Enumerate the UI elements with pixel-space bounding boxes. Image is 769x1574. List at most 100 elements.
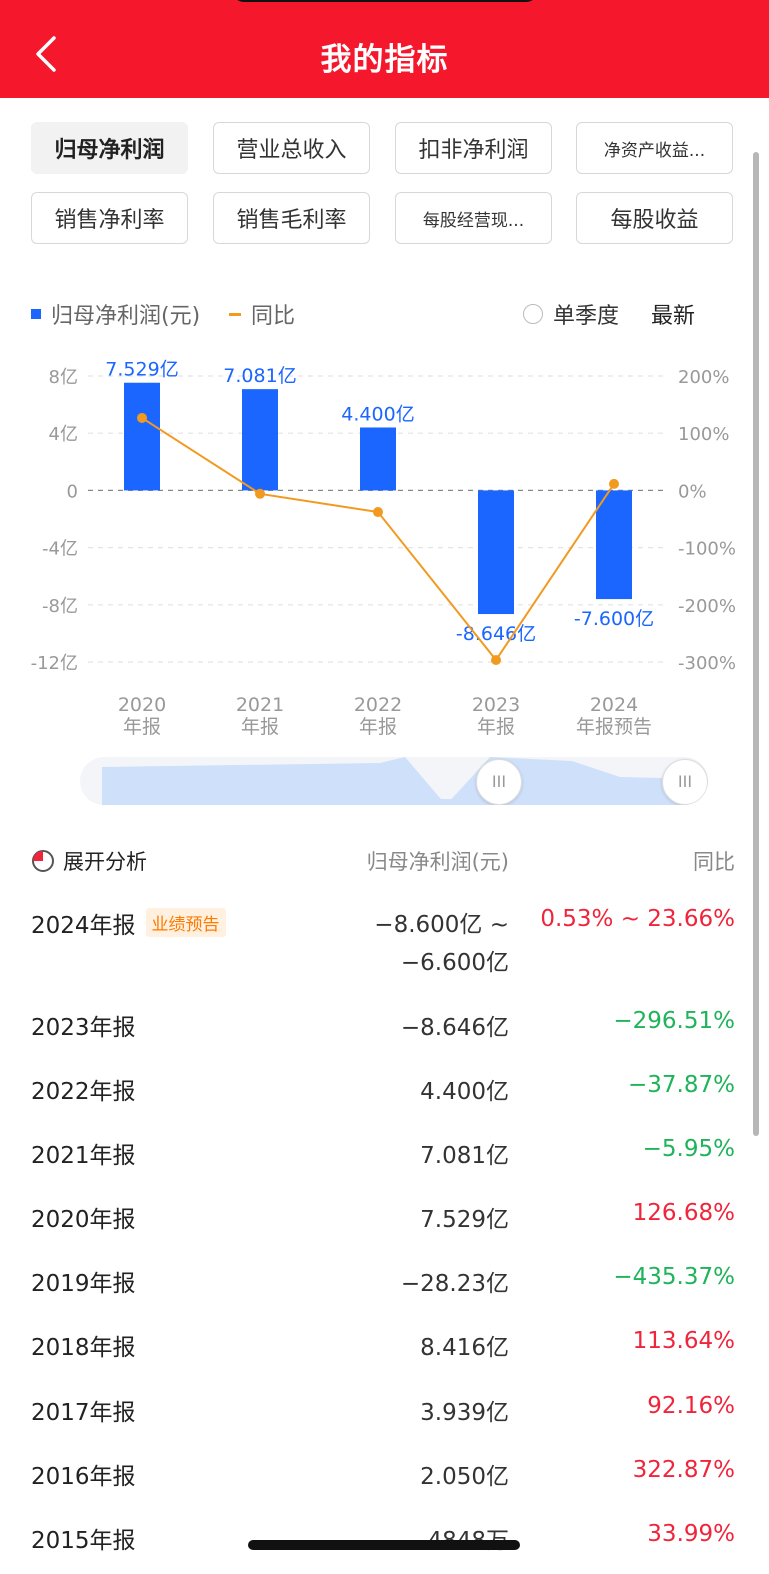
row-year: 2017年报 (31, 1400, 136, 1426)
x-tick-label: 年报 (359, 716, 397, 738)
bar-data-label: 7.081亿 (223, 365, 296, 387)
bar (360, 427, 396, 491)
y-left-tick-label: -12亿 (31, 653, 78, 674)
x-tick-label: 年报 (241, 716, 279, 738)
y-left-tick-label: -4亿 (42, 539, 78, 560)
bar (478, 490, 514, 615)
legend-bar-label: 归母净利润(元) (51, 304, 201, 329)
row-year: 2019年报 (31, 1271, 136, 1297)
range-slider[interactable]: III III (80, 757, 708, 805)
tab-roe[interactable]: 净资产收益... (576, 122, 733, 174)
home-indicator[interactable] (248, 1540, 520, 1550)
yoy-point (137, 412, 147, 423)
radio-icon[interactable] (523, 304, 543, 324)
bar-data-label: -7.600亿 (574, 608, 654, 630)
bar (124, 382, 160, 491)
bar-data-label: 4.400亿 (341, 403, 414, 425)
yoy-point (255, 488, 265, 499)
y-right-tick-label: -100% (678, 539, 736, 560)
legend-line-swatch (229, 312, 241, 316)
legend-bar: 归母净利润(元) (31, 298, 200, 330)
row-value: 4.400亿 (420, 1079, 509, 1105)
yoy-point (373, 507, 383, 518)
row-value: 8.416亿 (420, 1335, 509, 1361)
y-left-tick-label: 8亿 (49, 367, 78, 388)
quarter-toggle[interactable]: 单季度 (523, 298, 619, 330)
x-tick-label: 2024 (590, 694, 638, 716)
row-yoy: 322.87% (632, 1457, 735, 1483)
row-year: 2022年报 (31, 1079, 136, 1105)
table-header: 展开分析 归母净利润(元) 同比 (31, 842, 735, 878)
expand-analysis-button[interactable]: 展开分析 (31, 846, 147, 876)
table-row: 2018年报 8.416亿 113.64% (31, 1328, 735, 1368)
table-row: 2017年报 3.939亿 92.16% (31, 1393, 735, 1433)
row-yoy: −296.51% (613, 1008, 735, 1034)
indicator-tabs: 归母净利润 营业总收入 扣非净利润 净资产收益... 销售净利率 销售毛利率 每… (31, 122, 735, 248)
y-left-tick-label: 4亿 (49, 424, 78, 445)
column-header-yoy: 同比 (693, 850, 735, 874)
range-slider-track (102, 757, 708, 805)
x-tick-label: 2022 (354, 694, 402, 716)
row-year: 2023年报 (31, 1015, 136, 1041)
row-value: −8.646亿 (400, 1015, 509, 1041)
tab-total-revenue[interactable]: 营业总收入 (213, 122, 370, 174)
row-value: 7.081亿 (420, 1143, 509, 1169)
row-yoy: −435.37% (613, 1264, 735, 1290)
quarter-toggle-label: 单季度 (553, 304, 620, 329)
row-year: 2024年报 业绩预告 (31, 906, 226, 940)
device-notch (232, 0, 538, 2)
y-right-tick-label: -200% (678, 596, 736, 617)
expand-analysis-label: 展开分析 (63, 850, 147, 874)
y-left-tick-label: 0 (67, 481, 78, 502)
row-year: 2018年报 (31, 1335, 136, 1361)
y-left-tick-label: -8亿 (42, 596, 78, 617)
tab-net-profit[interactable]: 归母净利润 (31, 122, 188, 174)
latest-button[interactable]: 最新 (651, 304, 696, 329)
x-tick-label: 年报预告 (576, 716, 652, 738)
row-year: 2016年报 (31, 1464, 136, 1490)
x-tick-label: 年报 (477, 716, 515, 738)
row-year: 2021年报 (31, 1143, 136, 1169)
row-value: −8.600亿 ~ −6.600亿 (374, 912, 509, 976)
yoy-point (609, 478, 619, 489)
pie-chart-icon (32, 850, 54, 872)
row-value: 7.529亿 (420, 1207, 509, 1233)
page-title: 我的指标 (320, 42, 449, 78)
table-row: 2021年报 7.081亿 −5.95% (31, 1136, 735, 1176)
row-year: 2015年报 (31, 1528, 136, 1554)
tab-operating-cashflow-per-share[interactable]: 每股经营现... (395, 192, 552, 244)
row-yoy: −37.87% (628, 1072, 735, 1098)
bar (242, 389, 278, 491)
row-yoy: 0.53% ~ 23.66% (540, 906, 735, 932)
row-value: −28.23亿 (400, 1271, 509, 1297)
table-row: 2016年报 2.050亿 322.87% (31, 1457, 735, 1497)
row-yoy: 126.68% (632, 1200, 735, 1226)
yoy-point (491, 655, 501, 666)
x-tick-label: 2020 (118, 694, 166, 716)
row-value: 2.050亿 (420, 1464, 509, 1490)
back-arrow-icon[interactable] (30, 34, 66, 74)
tab-net-margin[interactable]: 销售净利率 (31, 192, 188, 244)
column-header-value: 归母净利润(元) (366, 850, 509, 874)
row-yoy: 92.16% (647, 1393, 735, 1419)
tab-deducted-net-profit[interactable]: 扣非净利润 (395, 122, 552, 174)
scrollbar[interactable] (753, 152, 759, 1136)
bar-data-label: 7.529亿 (105, 359, 178, 381)
chart-legend: 归母净利润(元) 同比 单季度 最新 (31, 296, 735, 332)
tab-gross-margin[interactable]: 销售毛利率 (213, 192, 370, 244)
row-yoy: 33.99% (647, 1521, 735, 1547)
legend-line-label: 同比 (251, 304, 296, 329)
y-right-tick-label: 100% (678, 424, 729, 445)
slider-handle-right[interactable]: III (662, 759, 708, 805)
profit-chart: 8亿 4亿 0 -4亿 -8亿 -12亿 200% 100% 0% -100% -200% -300%… (31, 359, 736, 738)
row-yoy: 113.64% (632, 1328, 735, 1354)
table-row: 2019年报 −28.23亿 −435.37% (31, 1264, 735, 1304)
forecast-badge: 业绩预告 (145, 908, 226, 937)
y-right-tick-label: -300% (678, 653, 736, 674)
app-header: 我的指标 (0, 0, 769, 98)
legend-line: 同比 (229, 298, 295, 330)
slider-handle-left[interactable]: III (476, 759, 522, 805)
tab-eps[interactable]: 每股收益 (576, 192, 733, 244)
x-tick-label: 年报 (123, 716, 161, 738)
legend-bar-swatch (31, 309, 41, 319)
